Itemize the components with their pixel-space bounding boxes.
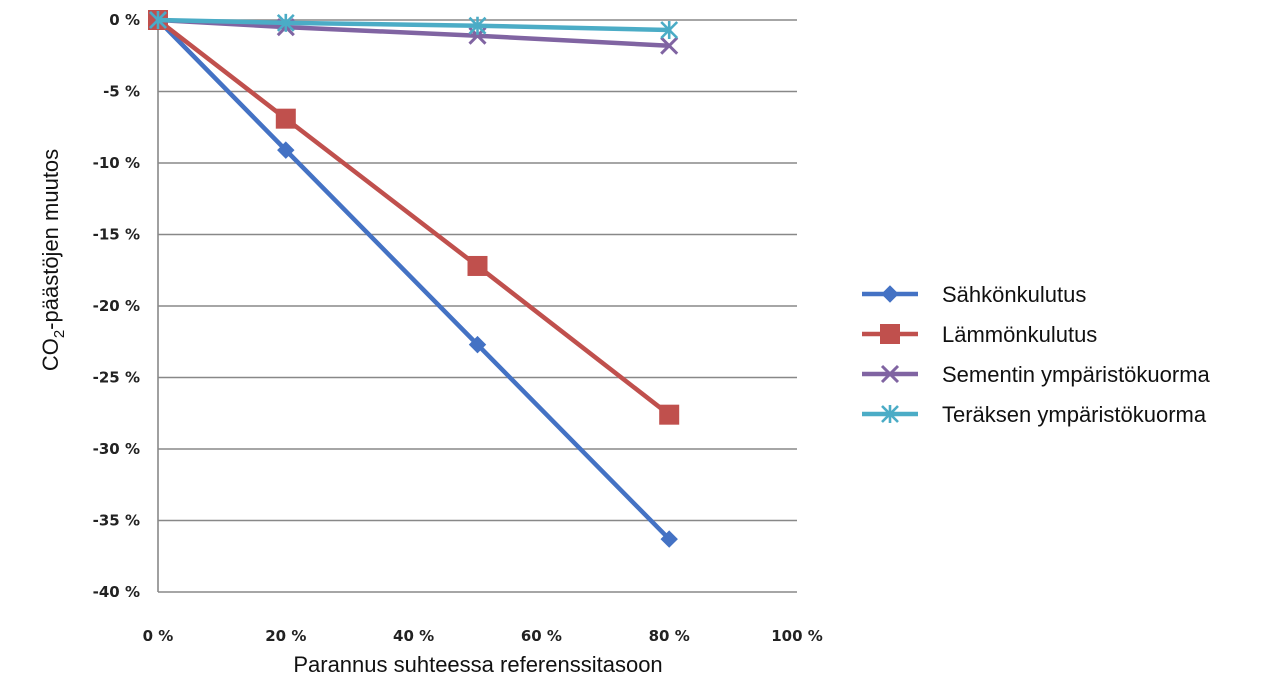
legend-label: Teräksen ympäristökuorma xyxy=(942,402,1207,427)
x-tick-labels: 0 % 20 % 40 % 60 % 80 % 100 % xyxy=(143,627,823,645)
y-tick-label: -5 % xyxy=(103,83,140,101)
y-tick-labels: 0 % -5 % -10 % -15 % -20 % -25 % -30 % -35 % -40… xyxy=(93,11,140,601)
star-marker xyxy=(149,11,167,29)
star-marker xyxy=(660,21,679,40)
y-axis-title-subscript: 2 xyxy=(51,330,68,338)
y-axis-title: CO2-päästöjen muutos xyxy=(38,149,68,371)
legend-label: Sähkönkulutus xyxy=(942,282,1086,307)
x-marker-stroke xyxy=(660,36,679,55)
y-tick-label: -15 % xyxy=(93,226,140,244)
star-marker xyxy=(881,405,899,423)
series-2 xyxy=(148,10,679,55)
y-tick-label: -35 % xyxy=(93,512,140,530)
x-marker xyxy=(880,364,900,384)
square-marker xyxy=(880,324,900,344)
legend-item: Lämmönkulutus xyxy=(862,322,1097,347)
grid-lines xyxy=(158,19,797,593)
star-marker xyxy=(468,16,487,35)
legend-item: Sementin ympäristökuorma xyxy=(862,362,1211,387)
legend-item: Sähkönkulutus xyxy=(862,282,1086,307)
y-tick-label: -10 % xyxy=(93,154,140,172)
series-group xyxy=(148,10,680,548)
square-marker xyxy=(275,108,296,129)
x-tick-label: 100 % xyxy=(771,627,823,645)
square-marker xyxy=(659,404,680,425)
star-marker xyxy=(276,13,295,32)
diamond-marker xyxy=(277,141,295,159)
diamond-marker xyxy=(660,530,678,548)
series-line xyxy=(155,17,672,542)
square-marker xyxy=(467,255,488,276)
y-tick-label: -40 % xyxy=(93,583,140,601)
series-3 xyxy=(149,11,679,40)
y-tick-label: 0 % xyxy=(109,11,140,29)
x-tick-label: 40 % xyxy=(393,627,434,645)
y-axis-title-main: CO xyxy=(38,338,63,371)
legend: Sähkönkulutus Lämmönkulutus Sementin ympär… xyxy=(862,282,1211,427)
x-tick-label: 0 % xyxy=(143,627,174,645)
y-tick-label: -30 % xyxy=(93,440,140,458)
y-tick-label: -25 % xyxy=(93,369,140,387)
legend-label: Sementin ympäristökuorma xyxy=(942,362,1211,387)
x-tick-label: 80 % xyxy=(649,627,690,645)
series-line xyxy=(155,17,672,33)
y-axis-title-rest: -päästöjen muutos xyxy=(38,149,63,330)
x-tick-label: 60 % xyxy=(521,627,562,645)
diamond-marker xyxy=(881,285,899,303)
legend-item: Teräksen ympäristökuorma xyxy=(862,402,1207,427)
x-marker-stroke xyxy=(880,364,900,384)
x-tick-label: 20 % xyxy=(265,627,306,645)
legend-label: Lämmönkulutus xyxy=(942,322,1097,347)
x-axis-title: Parannus suhteessa referenssitasoon xyxy=(293,652,662,677)
series-1 xyxy=(148,10,680,425)
y-tick-label: -20 % xyxy=(93,297,140,315)
diamond-marker xyxy=(468,335,487,354)
series-line xyxy=(155,17,672,417)
x-marker xyxy=(660,36,679,55)
